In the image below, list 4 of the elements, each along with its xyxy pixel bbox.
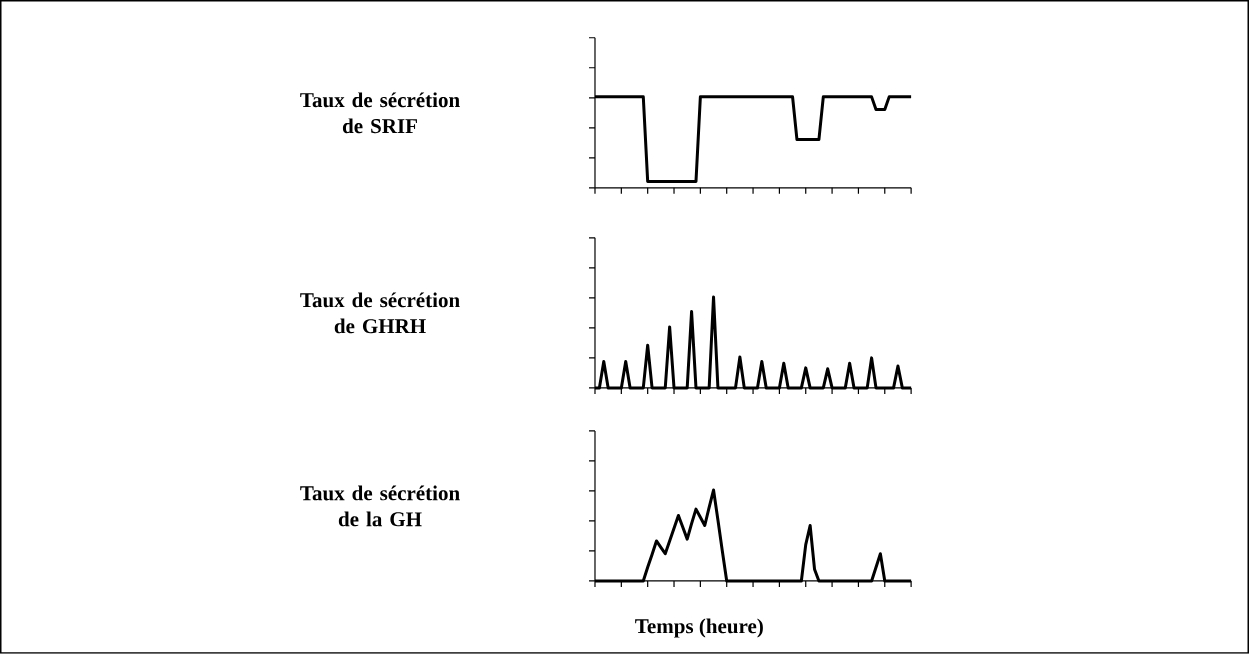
- y-axis-title: Taux de sécrétion de SRIF: [300, 92, 460, 134]
- x-axis-title: Temps (heure): [635, 618, 763, 638]
- y-axis-title: Taux de sécrétion de GHRH: [300, 292, 460, 334]
- y-axis-title: Taux de sécrétion de la GH: [300, 485, 460, 527]
